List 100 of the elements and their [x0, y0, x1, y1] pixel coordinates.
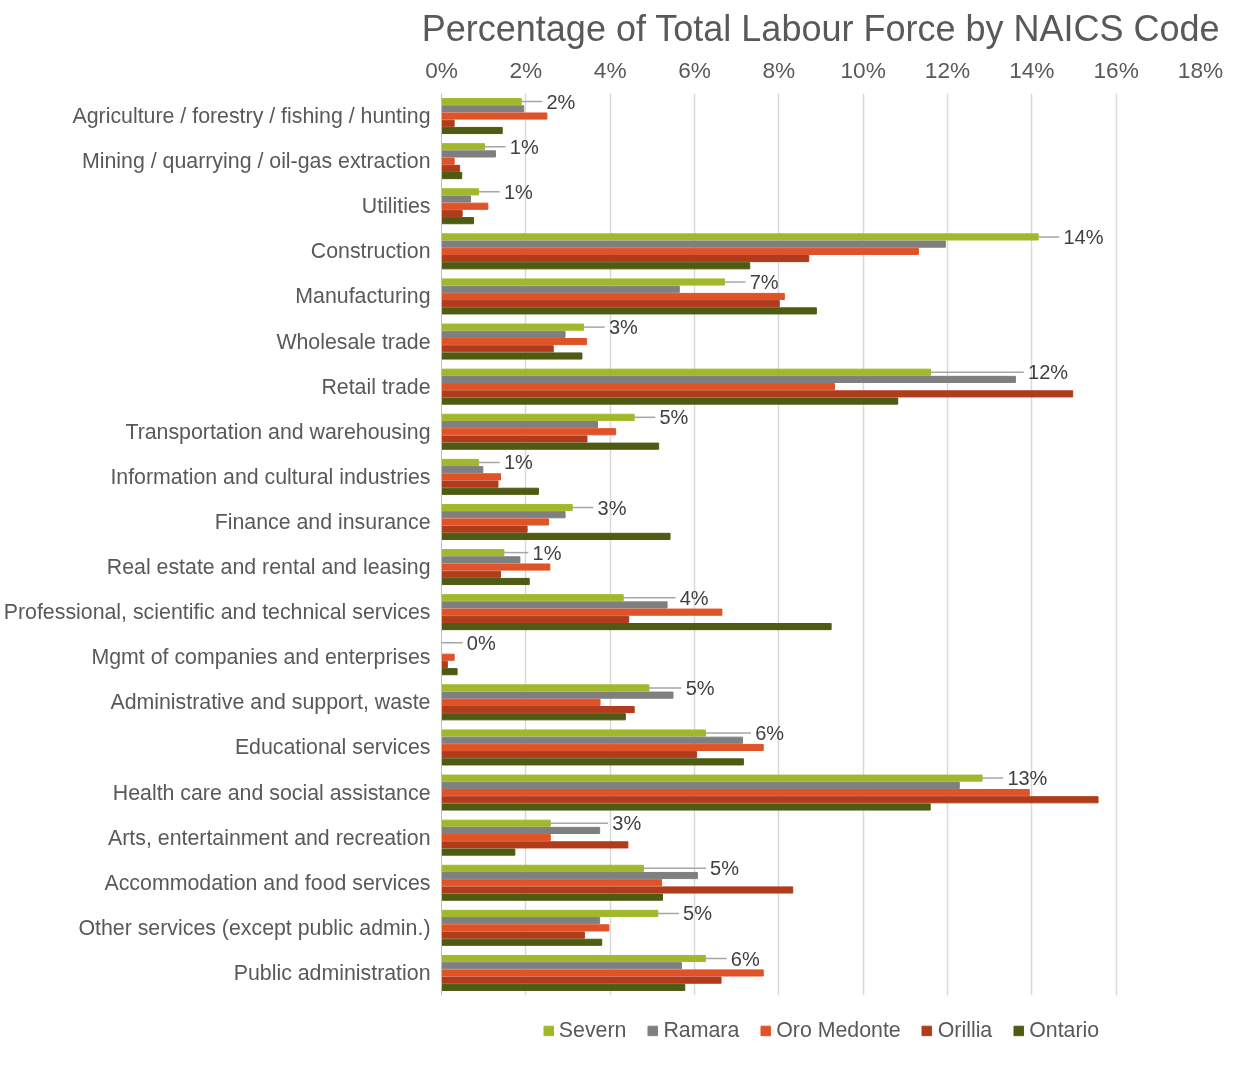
x-tick-label: 2%	[509, 56, 543, 83]
data-label: 4%	[679, 586, 709, 609]
bar	[441, 796, 1099, 804]
x-tick-label: 16%	[1093, 56, 1139, 83]
data-label: 3%	[597, 496, 627, 519]
bar	[441, 323, 585, 331]
chart-title: Percentage of Total Labour Force by NAICS Code	[421, 7, 1220, 49]
bar	[441, 233, 1039, 241]
y-tick-label: Agriculture / forestry / fishing / hunting	[72, 104, 431, 129]
x-tick-label: 12%	[924, 56, 971, 83]
bar	[441, 886, 794, 894]
bar	[441, 841, 629, 849]
x-tick-label: 14%	[1009, 56, 1055, 83]
bar	[441, 285, 680, 293]
bar	[441, 594, 624, 602]
bar	[441, 623, 832, 631]
bar	[441, 307, 817, 315]
y-tick-label: Public administration	[233, 960, 431, 985]
y-tick-label: Finance and insurance	[214, 509, 431, 534]
legend-label: Ontario	[1029, 1017, 1100, 1043]
x-tick-label: 0%	[425, 56, 458, 83]
bar	[441, 262, 751, 270]
bar	[441, 292, 785, 301]
legend-label: Oro Medonte	[776, 1017, 901, 1043]
y-tick-label: Construction	[310, 239, 431, 264]
bar	[441, 684, 650, 692]
bar	[441, 615, 630, 623]
bar	[441, 300, 780, 308]
y-tick-label: Administrative and support, waste	[110, 690, 431, 715]
bar	[441, 390, 1074, 398]
bar	[441, 774, 983, 782]
bar	[441, 105, 525, 113]
y-tick-label: Mining / quarrying / oil-gas extraction	[81, 149, 431, 174]
x-tick-label: 8%	[762, 56, 796, 83]
bar	[441, 532, 671, 540]
x-tick-label: 10%	[840, 56, 886, 83]
bar	[441, 781, 960, 789]
bar	[441, 383, 835, 391]
bar	[441, 660, 448, 669]
bar	[441, 337, 588, 346]
bar	[441, 518, 550, 526]
data-label: 5%	[710, 857, 740, 880]
y-tick-label: Wholesale trade	[276, 329, 431, 354]
bar	[441, 549, 505, 557]
bar	[441, 864, 644, 872]
bar	[441, 458, 480, 466]
y-tick-label: Educational services	[234, 735, 431, 760]
bar	[441, 428, 617, 436]
bar	[441, 698, 601, 706]
bar	[441, 247, 919, 255]
y-tick-label: Accommodation and food services	[104, 870, 431, 895]
bar	[441, 98, 522, 106]
bar	[441, 435, 588, 443]
bar	[441, 668, 458, 676]
bar	[441, 893, 663, 901]
bar	[441, 188, 480, 196]
bar	[441, 150, 496, 158]
data-label: 7%	[749, 271, 779, 294]
bar	[441, 240, 946, 248]
bar	[441, 931, 585, 939]
bar	[441, 511, 566, 519]
data-label: 13%	[1007, 767, 1048, 790]
bar	[441, 420, 599, 429]
x-tick-label: 6%	[678, 56, 711, 83]
bar	[441, 345, 554, 353]
bar	[441, 195, 472, 203]
bar	[441, 473, 502, 481]
bar	[441, 691, 674, 699]
data-label: 3%	[608, 316, 639, 339]
y-tick-label: Information and cultural industries	[110, 464, 431, 489]
bar	[441, 487, 539, 495]
bar	[441, 202, 489, 210]
bar	[441, 352, 583, 360]
y-tick-label: Manufacturing	[295, 284, 431, 309]
bar	[441, 608, 723, 616]
y-tick-label: Transportation and warehousing	[125, 419, 431, 444]
bar	[441, 938, 603, 946]
y-tick-label: Utilities	[361, 194, 431, 219]
bar	[441, 466, 484, 474]
y-tick-label: Professional, scientific and technical services	[3, 600, 431, 625]
bar	[441, 879, 663, 887]
bar	[441, 729, 706, 737]
data-label: 6%	[730, 947, 760, 970]
bar	[441, 751, 698, 759]
y-tick-label: Mgmt of companies and enterprises	[91, 645, 431, 670]
bar	[441, 803, 931, 811]
bar	[441, 834, 551, 842]
legend-label: Severn	[558, 1017, 627, 1043]
data-label: 1%	[532, 541, 562, 564]
bar	[441, 954, 706, 963]
bar	[441, 563, 551, 571]
bar	[441, 368, 932, 376]
bar	[441, 653, 455, 661]
bar	[441, 848, 516, 856]
bar	[441, 826, 601, 834]
data-label: 1%	[503, 180, 534, 203]
data-label: 2%	[546, 90, 576, 113]
data-label: 1%	[503, 451, 534, 474]
bar	[441, 217, 475, 225]
y-tick-label: Real estate and rental and leasing	[106, 555, 431, 580]
